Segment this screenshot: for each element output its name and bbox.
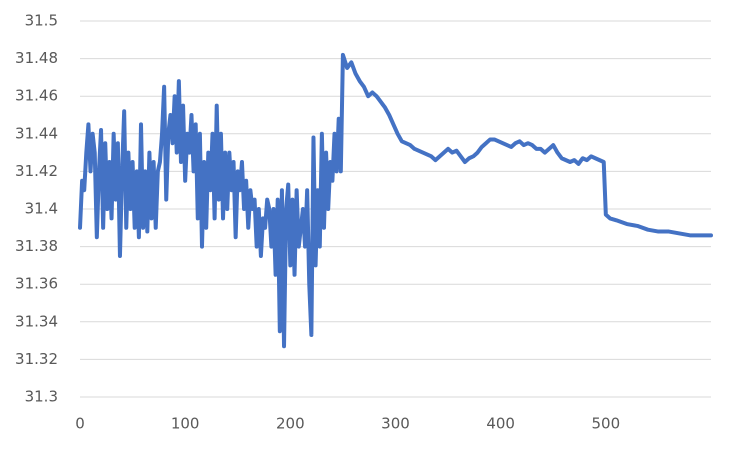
y-tick-label: 31.4	[25, 200, 58, 218]
x-tick-label: 0	[75, 415, 85, 433]
y-tick-label: 31.34	[15, 312, 58, 330]
x-tick-label: 100	[171, 415, 200, 433]
data-line	[78, 52, 713, 349]
y-tick-label: 31.38	[15, 237, 58, 255]
y-tick-label: 31.42	[15, 162, 58, 180]
y-tick-label: 31.3	[25, 388, 58, 406]
x-tick-label: 500	[592, 415, 621, 433]
y-tick-label: 31.36	[15, 275, 58, 293]
y-tick-label: 31.5	[25, 12, 58, 30]
y-tick-label: 31.48	[15, 49, 58, 67]
x-tick-label: 200	[276, 415, 305, 433]
x-tick-label: 300	[381, 415, 410, 433]
x-tick-label: 400	[486, 415, 515, 433]
y-tick-label: 31.46	[15, 87, 58, 105]
y-tick-label: 31.32	[15, 350, 58, 368]
y-tick-label: 31.44	[15, 124, 58, 142]
